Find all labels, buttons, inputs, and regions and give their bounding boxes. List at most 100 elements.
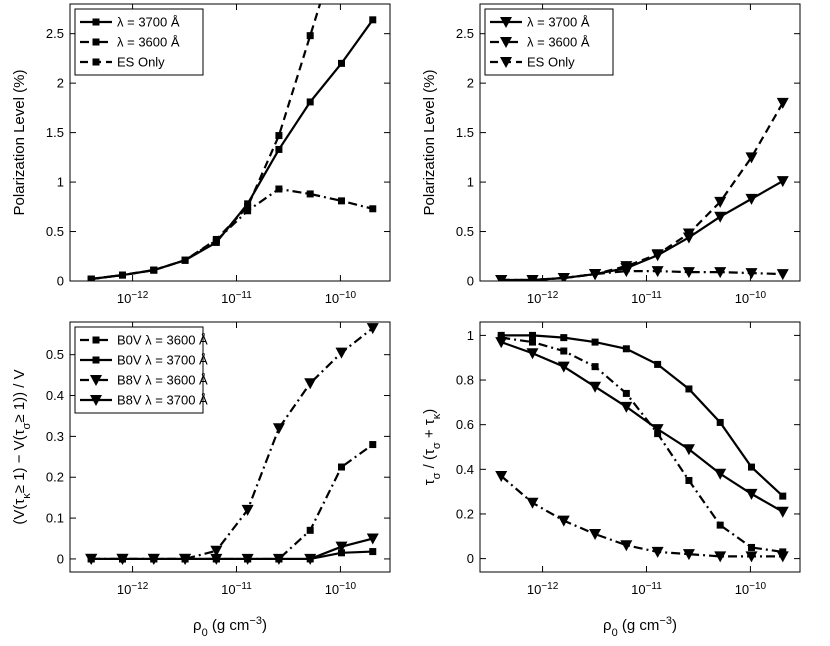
marker: [745, 488, 758, 500]
tick-base: 10: [631, 582, 645, 597]
marker: [369, 441, 377, 449]
series-group: [87, 4, 377, 281]
marker: [272, 423, 285, 435]
legend-label: ES Only: [117, 55, 165, 70]
marker: [620, 540, 633, 552]
y-tick-label: 0: [57, 551, 64, 566]
label-part: −3: [249, 615, 262, 627]
marker: [557, 515, 570, 527]
tick-base: 10: [631, 291, 645, 306]
series-line: [500, 341, 784, 513]
series-line: [91, 537, 374, 561]
marker: [495, 275, 508, 281]
marker: [682, 444, 695, 456]
marker: [92, 38, 100, 46]
series-line: [91, 187, 374, 281]
y-tick-label: 1.5: [456, 125, 474, 140]
marker: [212, 235, 220, 243]
label-part: 0: [202, 627, 208, 639]
marker: [591, 363, 599, 371]
x-tick-label: 10−10: [735, 581, 767, 598]
plot-area: [479, 321, 801, 573]
marker: [366, 533, 379, 545]
label-part: τ: [421, 479, 438, 485]
y-tick-label: 0.2: [456, 506, 474, 521]
marker: [147, 553, 160, 565]
marker: [244, 207, 252, 215]
x-tick-label: 10−10: [325, 290, 357, 307]
marker: [90, 395, 102, 406]
tick-base: 10: [117, 582, 131, 597]
marker: [275, 145, 283, 153]
series-line: [91, 4, 322, 281]
marker: [210, 553, 223, 565]
marker: [179, 553, 192, 565]
marker: [589, 529, 602, 541]
x-tick-label: 10−11: [631, 290, 662, 307]
marker: [745, 551, 758, 563]
marker: [369, 205, 377, 213]
marker: [745, 193, 758, 205]
marker: [716, 521, 724, 529]
marker: [306, 190, 314, 198]
marker: [620, 401, 633, 413]
marker: [651, 249, 664, 261]
marker: [651, 424, 664, 436]
y-tick-label: 0.5: [46, 224, 64, 239]
x-tick-label: 10−11: [221, 581, 252, 598]
marker: [589, 269, 602, 281]
marker: [306, 526, 314, 534]
y-tick-label: 0.3: [46, 429, 64, 444]
y-tick-label: 1: [467, 328, 474, 343]
marker: [560, 347, 568, 355]
marker: [716, 418, 724, 426]
marker: [651, 546, 664, 558]
marker: [337, 463, 345, 471]
tick-exp: −12: [541, 581, 558, 592]
series-group: [495, 331, 789, 563]
y-tick-label: 0: [57, 274, 64, 289]
marker: [304, 553, 317, 565]
marker: [654, 360, 662, 368]
marker: [85, 553, 98, 565]
label-part: −3: [659, 615, 672, 627]
label-part: (V(τ: [11, 499, 28, 525]
tick-base: 10: [735, 291, 749, 306]
legend-label: λ = 3700 Å: [527, 15, 590, 30]
marker: [92, 58, 100, 66]
marker: [776, 269, 789, 281]
tick-base: 10: [221, 582, 235, 597]
marker: [651, 266, 664, 278]
label-part: κ: [431, 413, 443, 419]
series-line: [501, 334, 784, 497]
marker: [779, 492, 787, 500]
tick-exp: −10: [339, 581, 356, 592]
y-tick-label: 0.6: [456, 417, 474, 432]
marker: [90, 375, 102, 386]
axis-label: ρ0 (g cm−3): [193, 615, 267, 639]
x-tick-label: 10−10: [325, 581, 357, 598]
label-part: + τ: [421, 419, 438, 442]
marker: [528, 331, 536, 339]
marker: [685, 476, 693, 484]
tick-base: 10: [527, 582, 541, 597]
marker: [622, 345, 630, 353]
label-part: ρ: [193, 617, 202, 634]
marker: [654, 430, 662, 438]
y-tick-label: 0.2: [46, 470, 64, 485]
tick-exp: −12: [541, 290, 558, 301]
legend-label: λ = 3600 Å: [527, 35, 590, 50]
marker: [714, 551, 727, 563]
tick-exp: −12: [131, 290, 148, 301]
marker: [275, 132, 283, 140]
marker: [747, 463, 755, 471]
marker: [745, 152, 758, 164]
series-group: [85, 323, 379, 565]
marker: [714, 267, 727, 279]
y-tick-label: 1.5: [46, 125, 64, 140]
marker: [92, 18, 100, 26]
tick-base: 10: [527, 291, 541, 306]
